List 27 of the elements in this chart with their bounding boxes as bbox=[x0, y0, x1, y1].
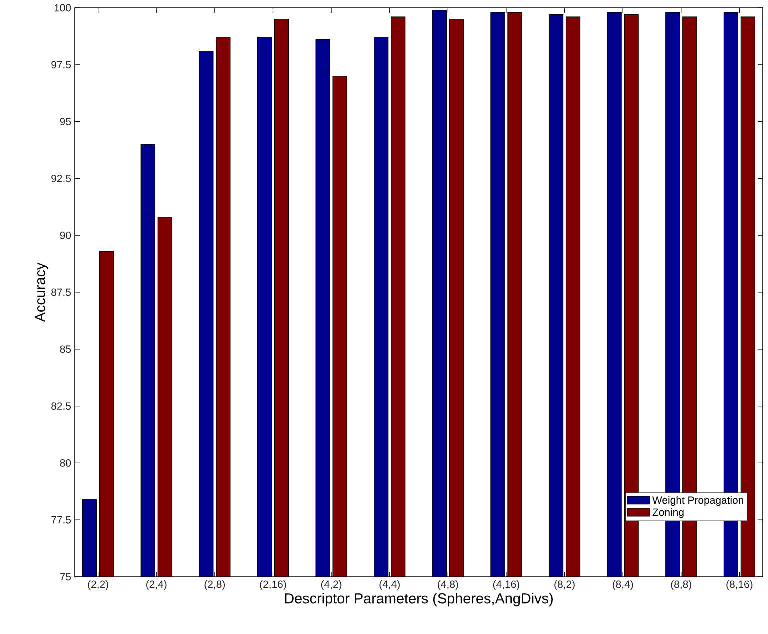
y-tick-label: 75 bbox=[60, 573, 72, 581]
legend-label: Weight Propagation bbox=[652, 496, 744, 506]
x-tick-label: (4,4) bbox=[380, 580, 400, 590]
y-tick-label: 87.5 bbox=[52, 288, 72, 296]
x-tick-label: (2,2) bbox=[88, 580, 108, 590]
x-tick-label: (2,8) bbox=[204, 580, 226, 590]
y-tick-label: 92.5 bbox=[52, 175, 72, 182]
y-tick-label: 95 bbox=[60, 118, 72, 126]
y-tick-label: 85 bbox=[60, 346, 72, 354]
x-tick-label: (2,16) bbox=[260, 580, 286, 590]
y-tick-label: 82.5 bbox=[52, 402, 72, 410]
y-tick-label: 100 bbox=[54, 4, 72, 12]
x-tick-label: (8,16) bbox=[726, 580, 753, 590]
legend-label: Zoning bbox=[652, 508, 684, 518]
y-tick-label: 90 bbox=[60, 232, 72, 240]
x-axis-title: Descriptor Parameters (Spheres,AngDivs) bbox=[285, 593, 553, 607]
x-tick-label: (8,4) bbox=[612, 580, 634, 590]
x-tick-label: (2,4) bbox=[146, 580, 167, 590]
y-tick-label: 97.5 bbox=[52, 61, 72, 69]
y-axis-title: Accuracy bbox=[35, 262, 48, 322]
x-tick-label: (4,2) bbox=[321, 580, 342, 590]
x-tick-label: (4,8) bbox=[438, 580, 458, 590]
x-tick-label: (4,16) bbox=[493, 580, 520, 590]
x-tick-label: (8,2) bbox=[554, 580, 575, 590]
y-tick-label: 80 bbox=[60, 460, 72, 467]
y-tick-label: 77.5 bbox=[52, 516, 72, 524]
x-tick-label: (8,8) bbox=[671, 580, 692, 590]
